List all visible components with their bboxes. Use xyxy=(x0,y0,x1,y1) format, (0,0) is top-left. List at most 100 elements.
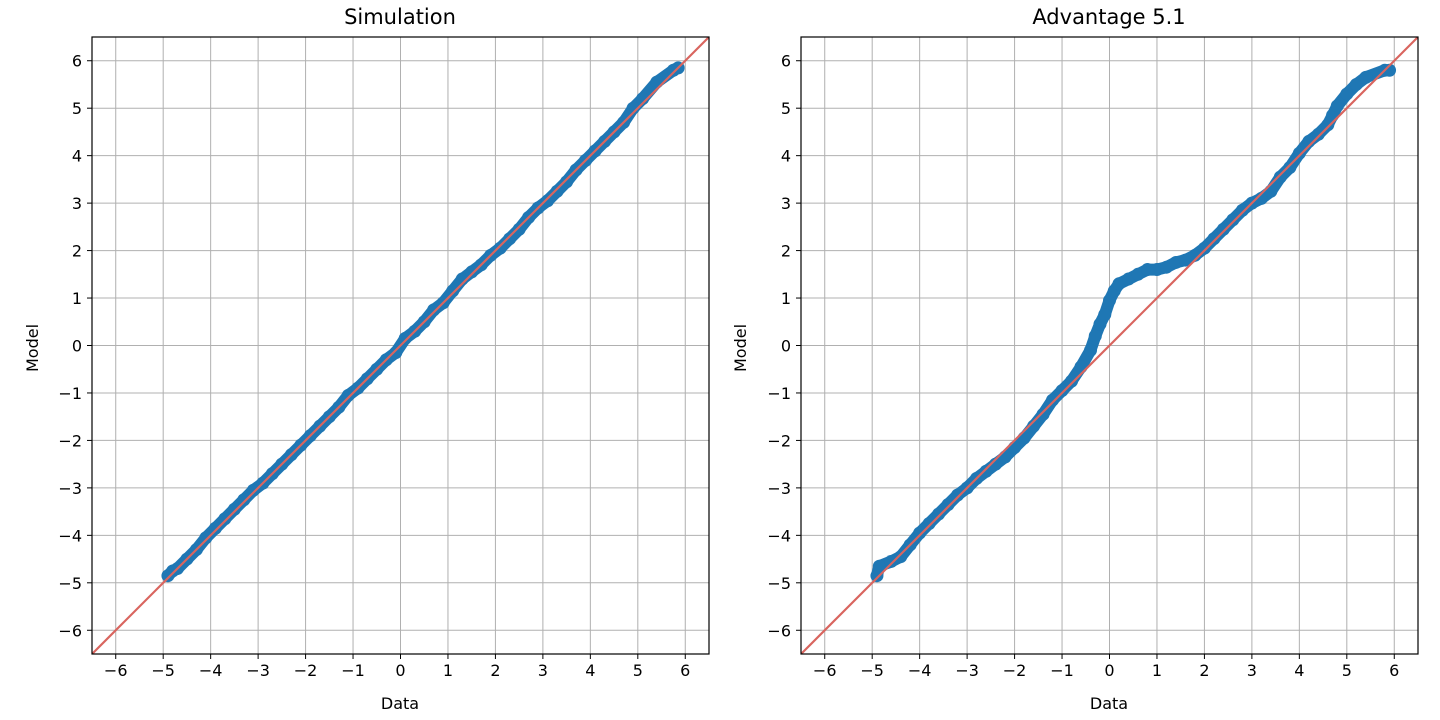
y-axis-label: Model xyxy=(23,324,42,372)
data-point xyxy=(1340,87,1354,101)
x-tick-label: 2 xyxy=(490,661,500,680)
plot-title: Advantage 5.1 xyxy=(1032,5,1185,29)
y-tick-label: −2 xyxy=(58,431,82,450)
data-point xyxy=(932,507,946,521)
data-point xyxy=(1283,161,1297,175)
x-tick-label: −4 xyxy=(908,661,932,680)
data-point xyxy=(541,194,555,208)
data-point xyxy=(1292,146,1306,160)
data-point xyxy=(1383,63,1397,77)
y-axis-label: Model xyxy=(731,324,750,372)
y-tick-label: −6 xyxy=(767,621,791,640)
x-tick-label: −6 xyxy=(104,661,128,680)
y-tick-label: 4 xyxy=(72,147,82,166)
data-point xyxy=(427,303,441,317)
x-tick-label: −2 xyxy=(1003,661,1027,680)
y-tick-label: −1 xyxy=(767,384,791,403)
data-point xyxy=(1188,248,1202,262)
data-point xyxy=(503,232,517,246)
data-point xyxy=(1065,374,1079,388)
y-tick-label: 3 xyxy=(72,194,82,213)
x-tick-label: 3 xyxy=(538,661,548,680)
data-point xyxy=(341,388,355,402)
data-point xyxy=(1264,184,1278,198)
data-point xyxy=(1216,222,1230,236)
data-point xyxy=(550,184,564,198)
x-tick-label: 1 xyxy=(443,661,453,680)
data-point xyxy=(1046,393,1060,407)
y-tick-label: 0 xyxy=(72,337,82,356)
plot-simulation: Simulation Data Model −6 −5 −4 −3 −2 −1 0 1 2 3 4 5… xyxy=(23,5,710,713)
y-tick-label: 6 xyxy=(72,52,82,71)
x-tick-label: 1 xyxy=(1152,661,1162,680)
data-point xyxy=(465,265,479,279)
y-tick-label: −5 xyxy=(767,574,791,593)
data-point xyxy=(1088,329,1102,343)
data-point xyxy=(913,526,927,540)
y-tick-label: 5 xyxy=(72,99,82,118)
x-axis-label: Data xyxy=(1090,694,1128,713)
data-point xyxy=(922,516,936,530)
data-point xyxy=(998,450,1012,464)
y-tick-label: −3 xyxy=(767,479,791,498)
data-point xyxy=(626,101,640,115)
plot-title: Simulation xyxy=(344,5,456,29)
x-tick-label: −2 xyxy=(294,661,318,680)
data-point xyxy=(979,464,993,478)
y-tick-label: 2 xyxy=(781,242,791,261)
axes-frame xyxy=(91,36,710,655)
data-point xyxy=(1197,241,1211,255)
plot-advantage: Advantage 5.1 Data Model −6 −5 −4 −3 −2 −1 0 1 2… xyxy=(731,5,1419,713)
y-tick-label: −1 xyxy=(58,384,82,403)
y-tick-label: 1 xyxy=(72,289,82,308)
data-point xyxy=(1254,191,1268,205)
x-tick-label: 5 xyxy=(633,661,643,680)
x-tick-label: 4 xyxy=(1294,661,1304,680)
y-tick-label: 5 xyxy=(781,99,791,118)
data-point xyxy=(389,346,403,360)
data-point xyxy=(560,175,574,189)
data-point xyxy=(1074,360,1088,374)
x-tick-label: 0 xyxy=(395,661,405,680)
x-tick-label: −1 xyxy=(341,661,365,680)
data-point xyxy=(218,512,232,526)
data-point xyxy=(941,497,955,511)
y-tick-label: 3 xyxy=(781,194,791,213)
x-tick-label: −3 xyxy=(246,661,270,680)
data-point xyxy=(446,284,460,298)
y-tick-label: −4 xyxy=(58,526,82,545)
data-point xyxy=(1330,99,1344,113)
y-tick-label: −4 xyxy=(767,526,791,545)
y-tick-label: 6 xyxy=(781,52,791,71)
data-point xyxy=(1008,441,1022,455)
y-tick-label: −6 xyxy=(58,621,82,640)
data-point xyxy=(246,483,260,497)
data-point xyxy=(199,531,213,545)
x-tick-label: −6 xyxy=(813,661,837,680)
data-point xyxy=(989,457,1003,471)
x-tick-label: 0 xyxy=(1104,661,1114,680)
reference-line xyxy=(92,37,709,654)
y-tick-label: −5 xyxy=(58,574,82,593)
data-point xyxy=(1027,419,1041,433)
data-point xyxy=(1311,127,1325,141)
data-point xyxy=(1226,213,1240,227)
data-point xyxy=(1235,203,1249,217)
y-tick-label: −2 xyxy=(767,431,791,450)
data-point xyxy=(227,502,241,516)
data-point xyxy=(872,559,886,573)
data-point xyxy=(1359,70,1373,84)
data-point xyxy=(455,272,469,286)
y-tick-label: 4 xyxy=(781,147,791,166)
data-point xyxy=(1140,263,1154,277)
data-point xyxy=(894,550,908,564)
x-tick-label: 4 xyxy=(585,661,595,680)
x-tick-label: −3 xyxy=(955,661,979,680)
y-tick-label: 1 xyxy=(781,289,791,308)
data-point xyxy=(951,488,965,502)
x-tick-label: −5 xyxy=(860,661,884,680)
data-point xyxy=(1055,384,1069,398)
data-point xyxy=(237,493,251,507)
x-axis-label: Data xyxy=(381,694,419,713)
